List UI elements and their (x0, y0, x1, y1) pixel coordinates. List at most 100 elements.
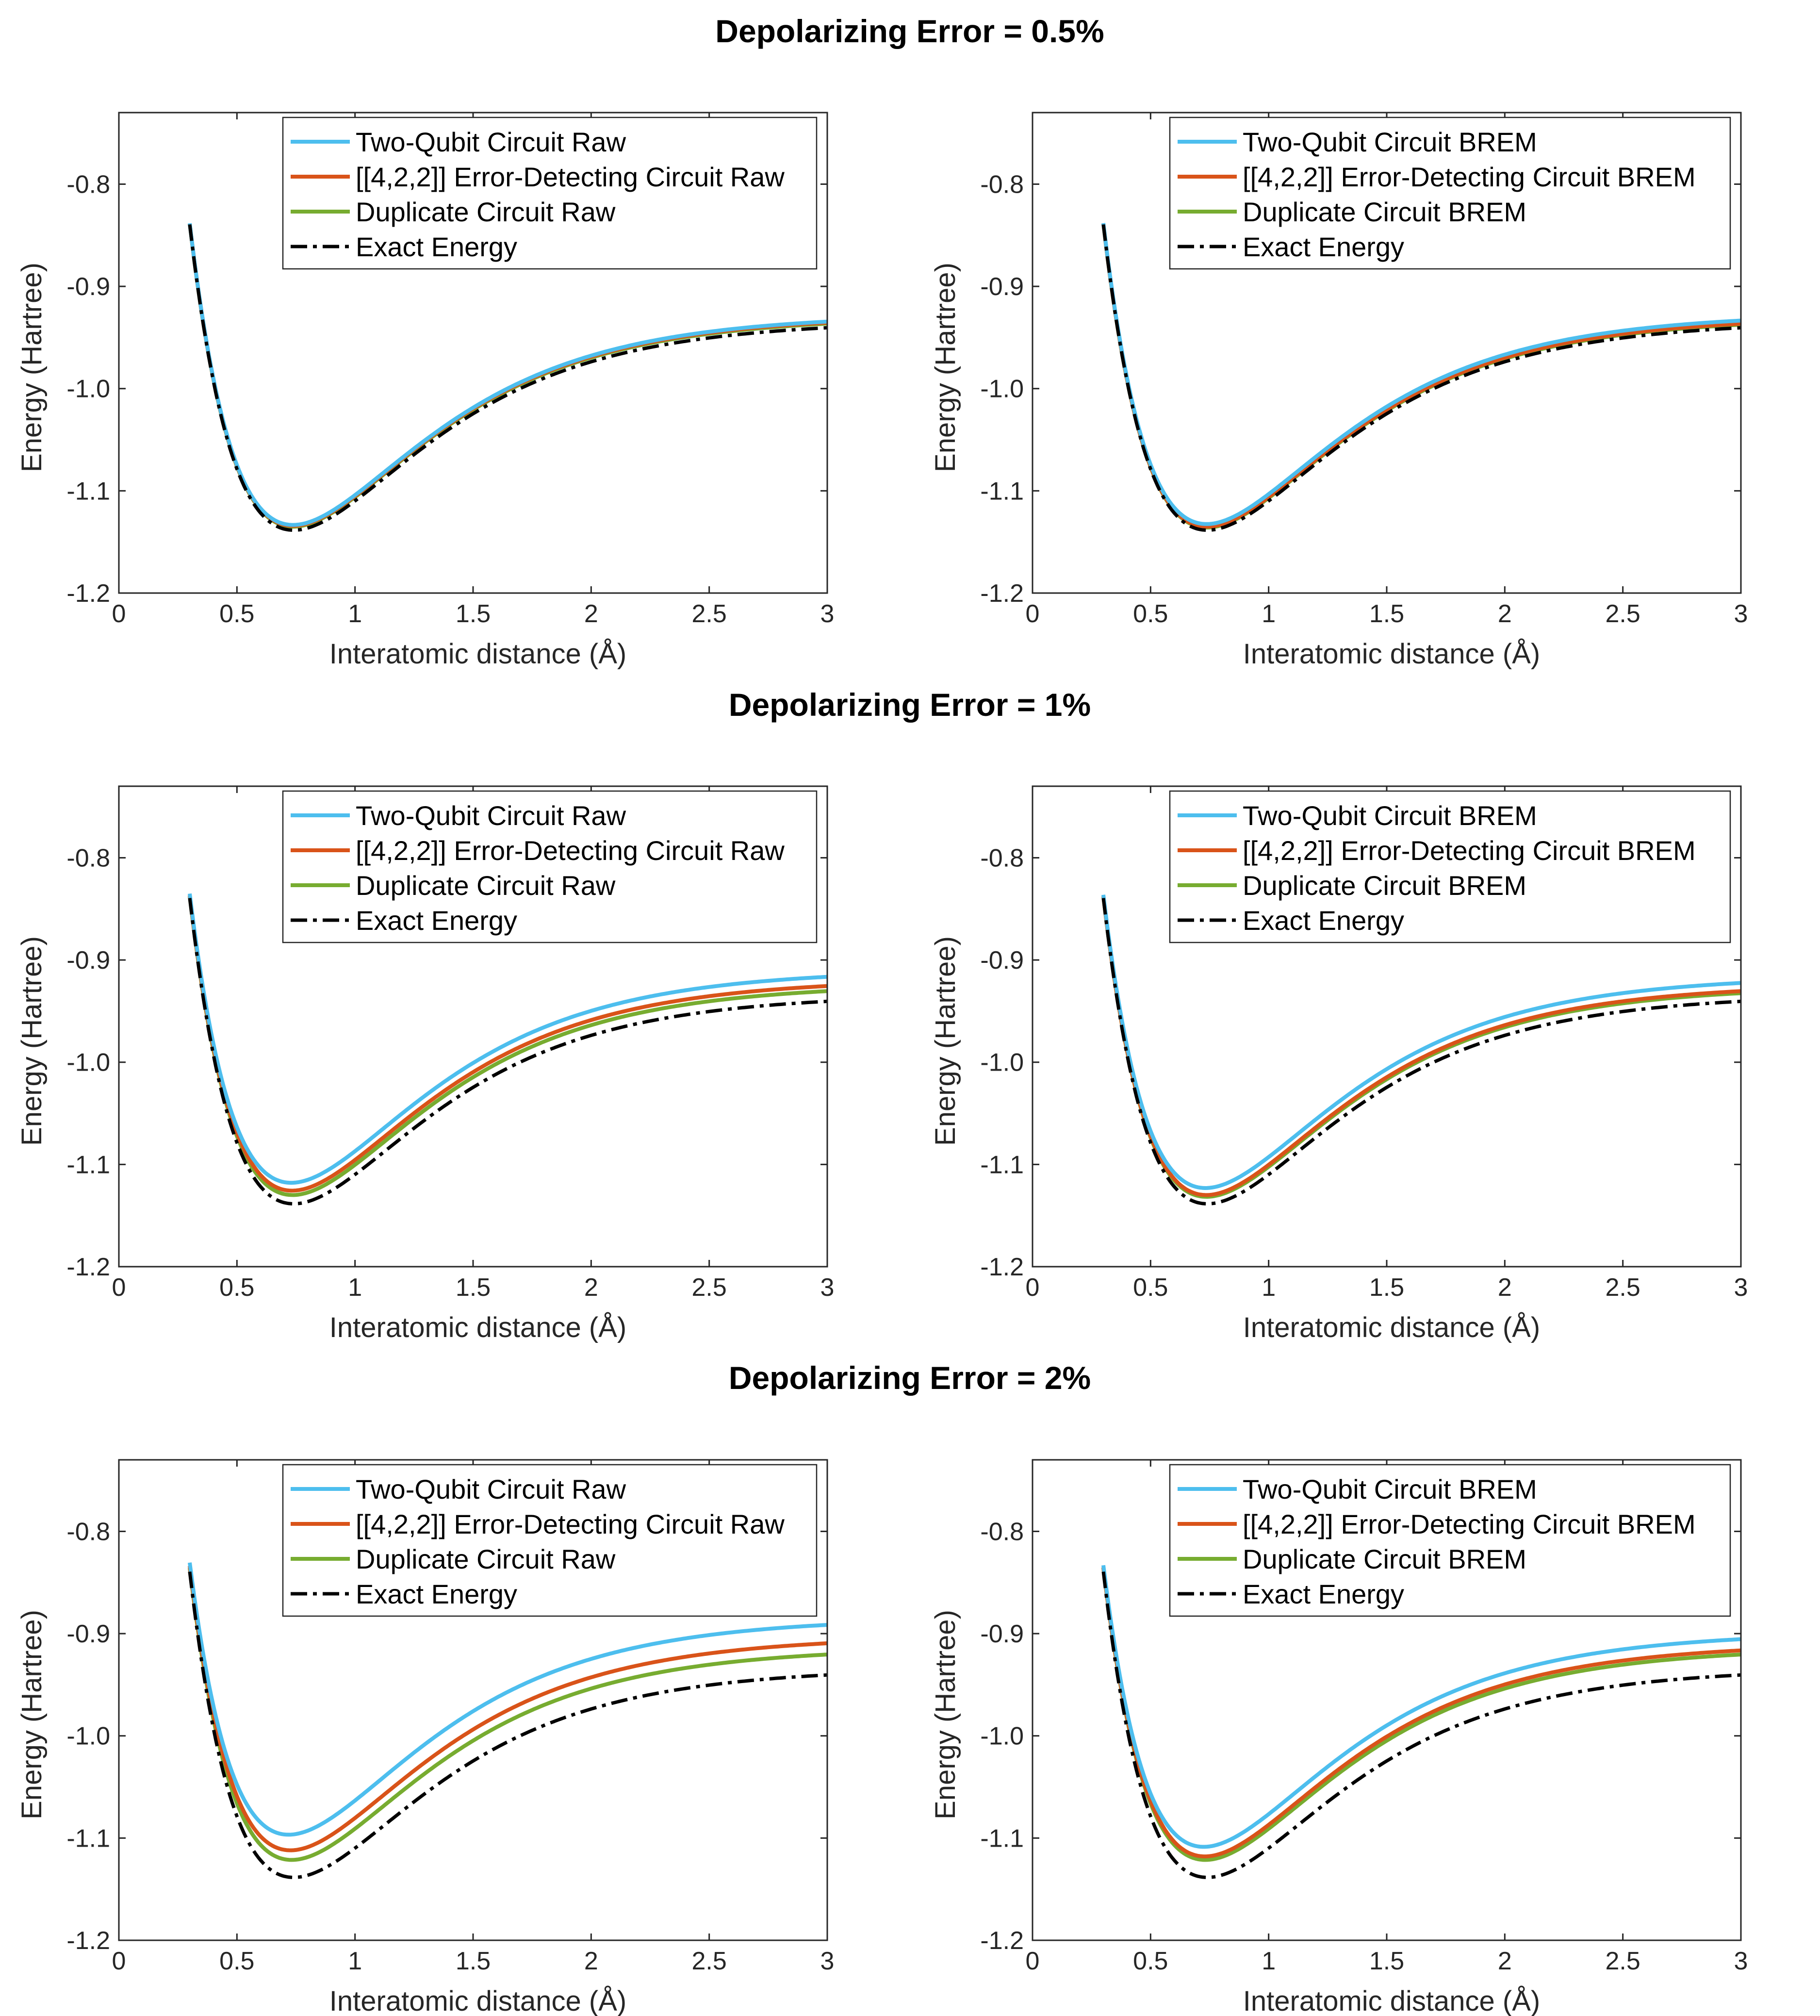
y-tick-label: -1.1 (980, 1151, 1024, 1179)
y-tick-label: -0.8 (66, 844, 110, 872)
y-tick-label: -1.2 (66, 1253, 110, 1281)
y-tick-label: -0.9 (980, 1620, 1024, 1648)
series-line-exact (1101, 1571, 1741, 1879)
x-tick-label: 2.5 (1606, 600, 1640, 628)
series-line-exact (188, 224, 827, 532)
x-tick-label: 1.5 (456, 1273, 491, 1302)
legend-label-two_qubit: Two-Qubit Circuit Raw (356, 1474, 626, 1504)
x-tick-label: 1.5 (1369, 1947, 1404, 1975)
y-axis-label: Energy (Hartree) (930, 1610, 961, 1819)
x-tick-label: 1 (1262, 600, 1276, 628)
curves (1101, 1565, 1741, 1879)
x-tick-label: 0.5 (219, 600, 254, 628)
y-tick-label: -0.9 (66, 946, 110, 975)
x-tick-label: 0 (1026, 1947, 1040, 1975)
legend-label-error_detecting: [[4,2,2]] Error-Detecting Circuit BREM (1243, 1509, 1696, 1539)
x-tick-label: 1.5 (1369, 600, 1404, 628)
x-tick-label: 3 (820, 1947, 835, 1975)
x-tick-label: 1 (1262, 1273, 1276, 1302)
chart-panel-1: 0 0.5 1 1.5 2 2.5 3 -1.2 -1.1 -1.0 -0.9 -0.8 Interat… (930, 112, 1748, 670)
x-tick-label: 2.5 (692, 600, 727, 628)
legend-label-exact: Exact Energy (1243, 905, 1404, 936)
chart-panel-0: 0 0.5 1 1.5 2 2.5 3 -1.2 -1.1 -1.0 -0.9 -0.8 Interat… (16, 112, 835, 670)
series-line-error_detecting (1101, 896, 1741, 1197)
x-tick-label: 2.5 (1606, 1947, 1640, 1975)
x-tick-label: 3 (1734, 1947, 1748, 1975)
legend: Two-Qubit Circuit Raw [[4,2,2]] Error-Det… (282, 116, 818, 270)
x-tick-label: 3 (1734, 600, 1748, 628)
legend: Two-Qubit Circuit Raw [[4,2,2]] Error-Det… (282, 790, 818, 943)
legend-label-exact: Exact Energy (356, 1579, 517, 1609)
legend-box (282, 1464, 818, 1617)
x-tick-label: 1.5 (1369, 1273, 1404, 1302)
series-line-exact (1101, 898, 1741, 1206)
legend-label-two_qubit: Two-Qubit Circuit Raw (356, 800, 626, 831)
series-line-exact (1101, 224, 1741, 532)
series-line-duplicate (188, 896, 827, 1197)
x-tick-label: 1 (348, 600, 362, 628)
y-tick-label: -0.9 (66, 1620, 110, 1648)
legend-label-error_detecting: [[4,2,2]] Error-Detecting Circuit BREM (1243, 162, 1696, 192)
x-tick-label: 0 (112, 1947, 126, 1975)
x-axis-label: Interatomic distance (Å) (1243, 1312, 1540, 1343)
y-tick-label: -0.9 (66, 273, 110, 301)
y-tick-label: -1.0 (66, 375, 110, 403)
series-line-error_detecting (188, 1566, 827, 1852)
y-tick-label: -1.0 (980, 1722, 1024, 1751)
x-tick-label: 0 (112, 600, 126, 628)
y-tick-label: -1.0 (66, 1049, 110, 1077)
x-tick-label: 1 (1262, 1947, 1276, 1975)
legend: Two-Qubit Circuit Raw [[4,2,2]] Error-Det… (282, 1464, 818, 1617)
y-tick-label: -1.2 (66, 1927, 110, 1955)
y-tick-label: -0.8 (66, 1518, 110, 1546)
x-tick-label: 2.5 (692, 1947, 727, 1975)
x-tick-label: 3 (820, 600, 835, 628)
legend-label-exact: Exact Energy (1243, 231, 1404, 262)
y-tick-label: -0.8 (980, 170, 1024, 198)
chart-panel-5: 0 0.5 1 1.5 2 2.5 3 -1.2 -1.1 -1.0 -0.9 -0.8 Interat… (930, 1459, 1748, 2016)
curves (188, 223, 827, 532)
x-tick-label: 0.5 (1133, 600, 1168, 628)
legend-label-duplicate: Duplicate Circuit BREM (1243, 1544, 1526, 1574)
y-axis-label: Energy (Hartree) (16, 936, 48, 1146)
series-line-exact (188, 1571, 827, 1879)
legend: Two-Qubit Circuit BREM [[4,2,2]] Error-De… (1169, 116, 1731, 270)
y-axis-label: Energy (Hartree) (16, 263, 48, 472)
x-axis-label: Interatomic distance (Å) (329, 1312, 626, 1343)
y-tick-label: -0.8 (980, 1518, 1024, 1546)
legend: Two-Qubit Circuit BREM [[4,2,2]] Error-De… (1169, 1464, 1731, 1617)
x-tick-label: 0.5 (219, 1947, 254, 1975)
legend-box (282, 790, 818, 943)
series-line-error_detecting (1101, 1567, 1741, 1859)
x-tick-label: 0 (1026, 1273, 1040, 1302)
y-tick-label: -1.1 (980, 477, 1024, 505)
x-tick-label: 0.5 (1133, 1273, 1168, 1302)
y-tick-label: -1.2 (980, 1253, 1024, 1281)
y-axis-label: Energy (Hartree) (930, 936, 961, 1146)
y-tick-label: -1.2 (980, 579, 1024, 608)
x-axis-label: Interatomic distance (Å) (1243, 638, 1540, 670)
series-line-two_qubit (1101, 894, 1741, 1190)
chart-panel-3: 0 0.5 1 1.5 2 2.5 3 -1.2 -1.1 -1.0 -0.9 -0.8 Interat… (930, 785, 1748, 1343)
x-tick-label: 2 (1498, 1273, 1512, 1302)
series-line-two_qubit (188, 893, 827, 1185)
x-tick-label: 2 (1498, 1947, 1512, 1975)
x-tick-label: 2 (1498, 600, 1512, 628)
x-tick-label: 2 (584, 600, 598, 628)
chart-panel-2: 0 0.5 1 1.5 2 2.5 3 -1.2 -1.1 -1.0 -0.9 -0.8 Interat… (16, 785, 834, 1343)
legend: Two-Qubit Circuit BREM [[4,2,2]] Error-De… (1169, 790, 1731, 943)
section-title-2: Depolarizing Error = 2% (729, 1360, 1091, 1396)
x-axis-label: Interatomic distance (Å) (329, 638, 626, 670)
series-line-error_detecting (1101, 223, 1741, 529)
x-tick-label: 3 (1734, 1273, 1748, 1302)
curves (1101, 223, 1741, 532)
series-line-duplicate (1101, 1568, 1741, 1862)
x-tick-label: 0 (112, 1273, 126, 1302)
legend-label-duplicate: Duplicate Circuit BREM (1243, 870, 1526, 901)
y-tick-label: -1.1 (66, 1824, 110, 1852)
x-tick-label: 0 (1026, 600, 1040, 628)
x-tick-label: 1.5 (456, 600, 491, 628)
x-tick-label: 2 (584, 1273, 598, 1302)
x-axis-label: Interatomic distance (Å) (1243, 1985, 1540, 2016)
